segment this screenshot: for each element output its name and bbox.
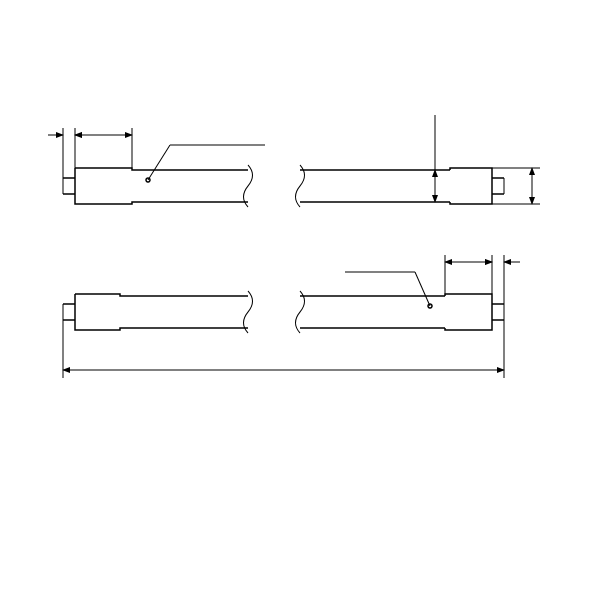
tc-bottom-label bbox=[345, 272, 430, 306]
dim-25 bbox=[420, 115, 450, 202]
dim-28 bbox=[492, 168, 540, 204]
dim-51 bbox=[75, 128, 132, 168]
tc-top-label bbox=[148, 145, 265, 180]
dim-40 bbox=[445, 255, 492, 294]
dim-3 bbox=[48, 128, 88, 178]
bottom-tube bbox=[63, 291, 504, 333]
technical-drawing bbox=[0, 0, 600, 600]
dim-5 bbox=[478, 255, 520, 304]
top-tube bbox=[63, 165, 504, 207]
